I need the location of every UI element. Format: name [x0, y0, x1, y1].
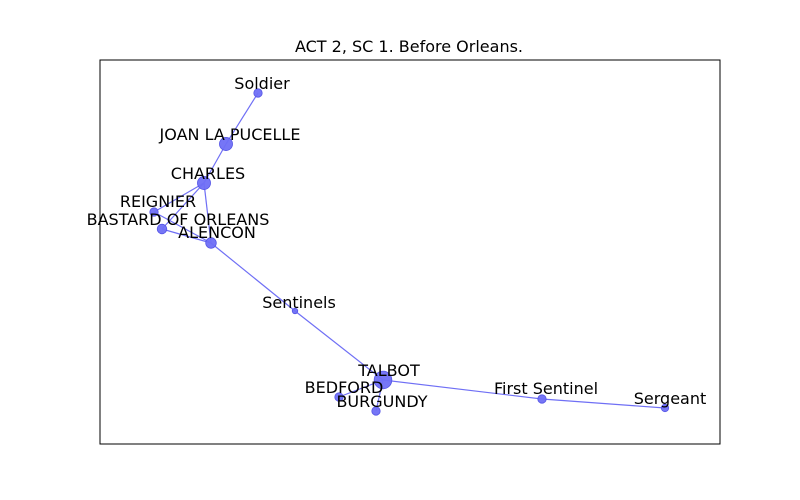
node-sergeant: [660, 403, 670, 413]
node-charles: [197, 176, 211, 190]
edge-joan-la-pucelle-charles: [203, 143, 227, 184]
node-reignier: [149, 207, 159, 217]
node-sentinels: [291, 307, 299, 315]
node-label-bastard-of-orleans: BASTARD OF ORLEANS: [87, 210, 270, 229]
edge-first-sentinel-sergeant: [541, 398, 666, 409]
node-bedford: [334, 392, 344, 402]
edge-charles-reignier: [153, 182, 205, 213]
edge-bastard-of-orleans-alencon: [161, 228, 212, 244]
edge-sentinels-talbot: [294, 310, 384, 381]
node-bastard-of-orleans: [156, 223, 168, 235]
node-label-bedford: BEDFORD: [305, 378, 384, 397]
chart-title: ACT 2, SC 1. Before Orleans.: [295, 37, 523, 56]
node-burgundy: [371, 406, 381, 416]
edge-reignier-alencon: [153, 211, 212, 244]
node-talbot: [373, 370, 393, 390]
node-soldier: [253, 88, 263, 98]
edge-charles-bastard-of-orleans: [161, 182, 205, 230]
edge-alencon-sentinels: [210, 242, 296, 312]
node-label-alencon: ALENCON: [178, 223, 256, 242]
node-label-sentinels: Sentinels: [262, 293, 336, 312]
node-label-charles: CHARLES: [171, 164, 245, 183]
node-label-reignier: REIGNIER: [120, 192, 196, 211]
node-alencon: [205, 237, 217, 249]
node-label-soldier: Soldier: [234, 74, 290, 93]
edge-charles-alencon: [203, 182, 212, 244]
node-label-burgundy: BURGUNDY: [336, 392, 427, 411]
edge-soldier-joan-la-pucelle: [225, 92, 259, 145]
node-first-sentinel: [537, 394, 547, 404]
edge-talbot-first-sentinel: [382, 379, 543, 400]
node-label-first-sentinel: First Sentinel: [494, 379, 598, 398]
plot-frame: [99, 59, 721, 445]
labels-layer: Soldier JOAN LA PUCELLE CHARLES REIGNIERBAS…: [87, 74, 707, 411]
node-label-sergeant: Sergeant: [634, 389, 707, 408]
node-joan-la-pucelle: [219, 137, 233, 151]
node-label-talbot: TALBOT: [357, 361, 420, 380]
node-label-joan-la-pucelle: JOAN LA PUCELLE: [159, 125, 301, 144]
nodes-layer: [149, 88, 670, 416]
